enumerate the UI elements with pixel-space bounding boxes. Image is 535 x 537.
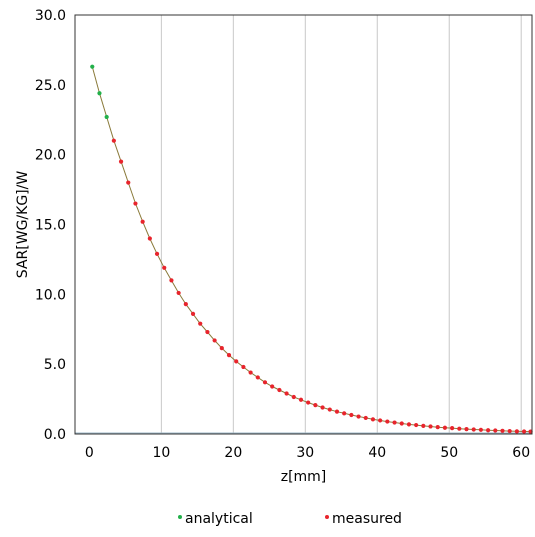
measured-point bbox=[205, 329, 210, 335]
measured-point bbox=[140, 219, 145, 224]
curve-line bbox=[91, 66, 531, 433]
y-tick-label: 5.0 bbox=[44, 357, 66, 373]
measured-point bbox=[118, 159, 124, 164]
measured-point bbox=[414, 422, 419, 428]
measured-point bbox=[241, 364, 246, 370]
x-tick-label: 20 bbox=[224, 445, 242, 461]
y-tick-label: 25.0 bbox=[35, 78, 66, 94]
measured-point bbox=[327, 407, 332, 412]
y-axis: 0.0 5.0 10.0 15.0 20.0 25.0 30.0 bbox=[35, 8, 66, 443]
analytical-legend-marker bbox=[178, 515, 182, 519]
y-tick-label: 15.0 bbox=[35, 218, 66, 234]
measured-point bbox=[471, 427, 476, 432]
analytical-point bbox=[104, 114, 109, 120]
measured-point bbox=[349, 412, 354, 418]
measured-point bbox=[385, 419, 390, 424]
measured-point bbox=[342, 411, 347, 416]
measured-point bbox=[147, 236, 152, 241]
legend: analytical measured bbox=[178, 511, 402, 527]
measured-point bbox=[457, 426, 462, 431]
measured-point bbox=[320, 405, 325, 410]
measured-point bbox=[298, 397, 304, 402]
series-layer bbox=[75, 64, 533, 434]
measured-point bbox=[428, 424, 433, 429]
measured-point bbox=[392, 420, 397, 425]
measured-point bbox=[306, 400, 311, 405]
measured-point bbox=[421, 423, 426, 428]
measured-point bbox=[370, 417, 376, 422]
measured-point bbox=[169, 278, 174, 283]
measured-point bbox=[514, 429, 519, 434]
measured-point bbox=[464, 427, 469, 432]
x-tick-label: 30 bbox=[296, 445, 314, 461]
measured-point bbox=[291, 394, 296, 400]
y-tick-label: 0.0 bbox=[44, 427, 66, 443]
measured-point bbox=[378, 418, 383, 423]
measured-legend-label: measured bbox=[332, 511, 402, 527]
measured-point bbox=[248, 370, 253, 375]
measured-point bbox=[190, 311, 196, 316]
analytical-point bbox=[97, 91, 102, 96]
measured-point bbox=[198, 321, 203, 326]
measured-point bbox=[478, 427, 484, 432]
measured-point bbox=[485, 428, 491, 433]
measured-point bbox=[126, 180, 131, 185]
measured-point bbox=[313, 402, 318, 408]
x-tick-label: 10 bbox=[152, 445, 170, 461]
measured-point bbox=[270, 384, 275, 389]
measured-point bbox=[399, 421, 404, 426]
measured-point bbox=[162, 265, 167, 270]
measured-point bbox=[219, 346, 224, 351]
measured-point bbox=[262, 380, 268, 385]
measured-point bbox=[234, 359, 239, 364]
measured-point bbox=[356, 414, 361, 419]
y-tick-label: 20.0 bbox=[35, 148, 66, 164]
measured-point bbox=[284, 391, 289, 396]
measured-point bbox=[442, 425, 448, 430]
measured-point bbox=[334, 409, 340, 414]
y-tick-label: 10.0 bbox=[35, 287, 66, 303]
measured-point bbox=[176, 290, 181, 296]
x-tick-label: 50 bbox=[440, 445, 458, 461]
measured-point bbox=[277, 387, 282, 393]
measured-point bbox=[226, 352, 232, 358]
grid bbox=[160, 15, 522, 434]
plot-frame bbox=[74, 14, 533, 435]
measured-legend-marker bbox=[325, 515, 329, 519]
measured-point bbox=[500, 428, 505, 433]
x-tick-label: 40 bbox=[368, 445, 386, 461]
measured-point bbox=[435, 425, 440, 430]
measured-point bbox=[450, 426, 455, 431]
x-tick-label: 0 bbox=[85, 445, 94, 461]
x-axis: 0 10 20 30 40 50 60 bbox=[85, 445, 530, 461]
y-tick-label: 30.0 bbox=[35, 8, 66, 24]
measured-point bbox=[406, 422, 412, 427]
measured-point bbox=[363, 415, 368, 421]
measured-point bbox=[183, 302, 188, 307]
measured-point bbox=[133, 201, 138, 206]
y-axis-title: SAR[WG/KG]/W bbox=[15, 171, 31, 279]
measured-point bbox=[493, 428, 498, 433]
analytical-point bbox=[90, 64, 95, 69]
analytical-legend-label: analytical bbox=[185, 511, 253, 527]
measured-point bbox=[521, 429, 527, 434]
measured-point bbox=[212, 338, 217, 343]
x-tick-label: 60 bbox=[512, 445, 530, 461]
measured-point bbox=[507, 428, 512, 434]
measured-point bbox=[111, 138, 116, 143]
x-axis-title: z[mm] bbox=[281, 469, 327, 485]
measured-point bbox=[255, 375, 260, 380]
measured-point bbox=[154, 251, 160, 256]
